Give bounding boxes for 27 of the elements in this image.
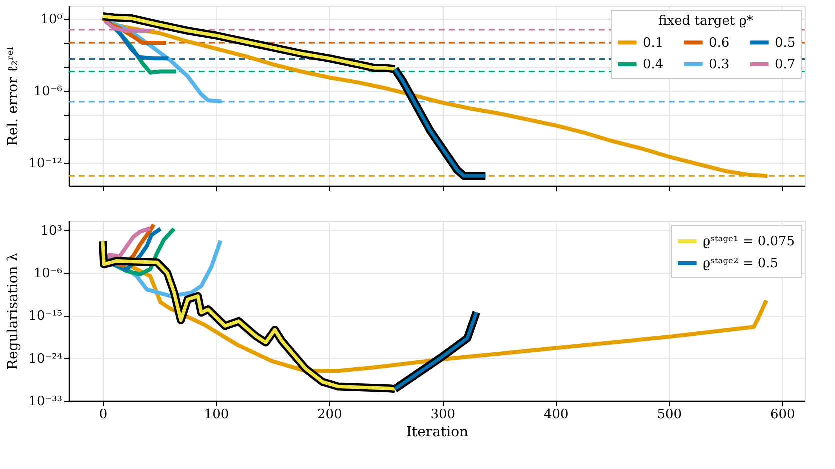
legend-label: 0.7 (775, 58, 796, 72)
legend-label: 0.4 (643, 58, 664, 72)
x-tick-label: 0 (99, 408, 108, 422)
y-tick-label: 10³ (40, 224, 62, 239)
legend-label: 0.5 (775, 36, 796, 51)
y-tick-label: 10⁻¹² (28, 156, 62, 172)
y-tick-label: 10⁻⁶ (34, 84, 62, 100)
x-tick-label: 400 (544, 408, 569, 422)
legend-title: fixed target ϱ* (658, 14, 754, 29)
y-tick-label: 10⁻⁶ (34, 266, 62, 282)
y-axis-title: Rel. error ℓ₂ʳᵉˡ (6, 46, 22, 146)
legend-label: 0.3 (709, 58, 730, 72)
x-tick-label: 500 (657, 408, 682, 422)
x-tick-label: 300 (430, 408, 456, 422)
x-tick-label: 100 (204, 408, 230, 422)
y-tick-label: 10⁻³³ (28, 394, 62, 410)
x-axis-title: Iteration (406, 424, 469, 440)
y-axis-title: Regularisation λ (6, 252, 22, 370)
x-tick-label: 200 (318, 408, 342, 422)
y-tick-label: 10⁻²⁴ (28, 352, 62, 367)
y-tick-label: 10⁻¹⁵ (28, 309, 62, 324)
x-tick-label: 600 (770, 408, 796, 422)
legend-label: 0.6 (709, 36, 730, 51)
y-tick-label: 10⁰ (40, 12, 62, 28)
legend-label: ϱˢᵗᵃᵍᵉ¹ = 0.075 (703, 234, 796, 250)
legend-label: 0.1 (643, 36, 664, 51)
legend-label: ϱˢᵗᵃᵍᵉ² = 0.5 (703, 256, 779, 272)
